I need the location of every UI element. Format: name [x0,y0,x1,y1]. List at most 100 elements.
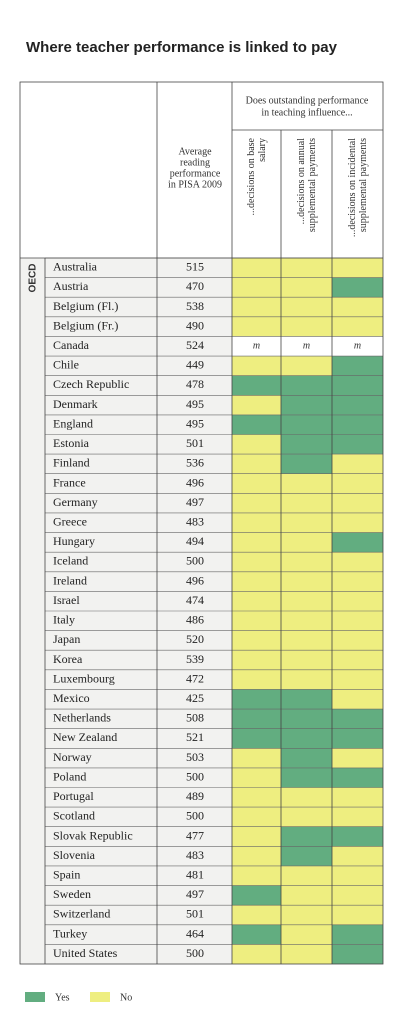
cell [232,630,281,651]
cell [281,944,332,964]
cell [281,316,332,337]
cell [332,826,383,847]
cell [332,336,383,357]
cell [232,728,281,749]
header-text: in PISA 2009 [168,179,222,190]
country: Finland [53,456,90,470]
column-header: supplemental payments [358,138,369,232]
cell [332,414,383,435]
country: United States [53,946,118,960]
score: 500 [186,554,204,568]
score: 496 [186,475,204,489]
cell [232,454,281,474]
cell [281,571,332,592]
cell [232,807,281,827]
cell [232,297,281,317]
country: Poland [53,769,86,783]
country: Belgium (Fl.) [53,299,118,313]
cell [281,395,332,415]
cell [232,650,281,670]
cell [232,885,281,906]
column-header: ...decisions on base [246,137,257,215]
cell [332,748,383,768]
country: Sweden [53,887,91,901]
score: 474 [186,593,204,607]
score: 464 [186,926,204,940]
cell [281,885,332,906]
score: 500 [186,946,204,960]
cell [232,571,281,592]
cell [281,552,332,572]
country: Korea [53,652,83,666]
header-text: Average [178,146,212,157]
country: Ireland [53,573,87,587]
cell [281,414,332,435]
country: Greece [53,515,87,529]
cell [232,414,281,435]
country: Japan [53,632,80,646]
score: 495 [186,416,204,430]
country: England [53,416,93,430]
cell [232,512,281,533]
score: 494 [186,534,204,548]
cell [332,434,383,455]
header-text: Does outstanding performance [246,95,369,106]
score: 478 [186,377,204,391]
score: 481 [186,868,204,882]
country: Israel [53,593,80,607]
cell [332,356,383,376]
cell [232,826,281,847]
country: Canada [53,338,90,352]
legend-swatch [25,992,45,1002]
cell [232,591,281,611]
score: 449 [186,358,204,372]
score: 515 [186,260,204,274]
cell [281,258,332,278]
score: 501 [186,436,204,450]
cell [232,709,281,729]
legend-label: Yes [55,992,70,1003]
cell-text: m [303,341,310,352]
score: 497 [186,887,204,901]
cell [232,336,281,357]
score: 477 [186,828,204,842]
score: 500 [186,769,204,783]
cell [332,630,383,651]
cell [332,395,383,415]
country: Denmark [53,397,98,411]
cell [232,669,281,690]
title: Where teacher performance is linked to p… [26,39,338,56]
cell [332,689,383,710]
cell [232,611,281,631]
score: 470 [186,279,204,293]
cell [281,728,332,749]
cell [332,611,383,631]
cell [281,709,332,729]
cell [332,277,383,298]
country: Australia [53,260,98,274]
country: Italy [53,613,75,627]
score: 538 [186,299,204,313]
cell [332,944,383,964]
cell [232,375,281,396]
country: Estonia [53,436,90,450]
cell [332,846,383,866]
cell [232,924,281,945]
cell [232,277,281,298]
cell [332,512,383,533]
cell [232,434,281,455]
cell [281,356,332,376]
cell [281,473,332,494]
column-header: ...decisions on incidental [347,138,358,237]
header-text: reading [180,157,210,168]
score: 500 [186,809,204,823]
score: 483 [186,515,204,529]
cell [332,297,383,317]
cell [332,807,383,827]
country: New Zealand [53,730,117,744]
cell [232,395,281,415]
country: Germany [53,495,98,509]
cell-text: m [253,341,260,352]
cell [332,924,383,945]
